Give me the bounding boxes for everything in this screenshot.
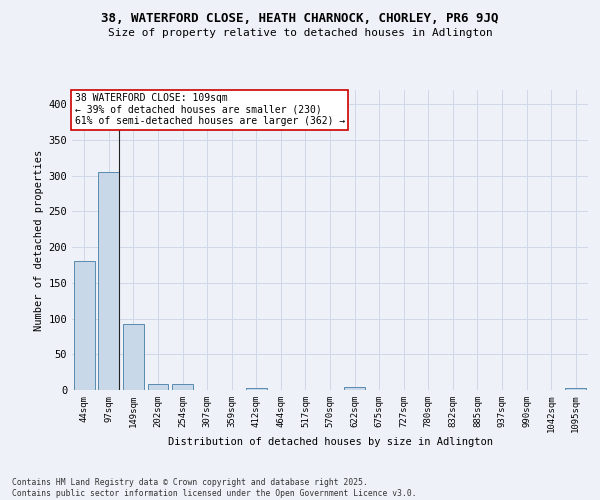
Bar: [172, 384, 193, 390]
Bar: [148, 384, 169, 390]
Bar: [344, 387, 365, 390]
Text: Contains HM Land Registry data © Crown copyright and database right 2025.
Contai: Contains HM Land Registry data © Crown c…: [12, 478, 416, 498]
Bar: [565, 388, 586, 390]
Bar: [98, 172, 119, 390]
X-axis label: Distribution of detached houses by size in Adlington: Distribution of detached houses by size …: [167, 436, 493, 446]
Text: Size of property relative to detached houses in Adlington: Size of property relative to detached ho…: [107, 28, 493, 38]
Bar: [123, 324, 144, 390]
Bar: [246, 388, 267, 390]
Y-axis label: Number of detached properties: Number of detached properties: [34, 150, 44, 330]
Bar: [74, 262, 95, 390]
Text: 38, WATERFORD CLOSE, HEATH CHARNOCK, CHORLEY, PR6 9JQ: 38, WATERFORD CLOSE, HEATH CHARNOCK, CHO…: [101, 12, 499, 26]
Text: 38 WATERFORD CLOSE: 109sqm
← 39% of detached houses are smaller (230)
61% of sem: 38 WATERFORD CLOSE: 109sqm ← 39% of deta…: [74, 93, 345, 126]
